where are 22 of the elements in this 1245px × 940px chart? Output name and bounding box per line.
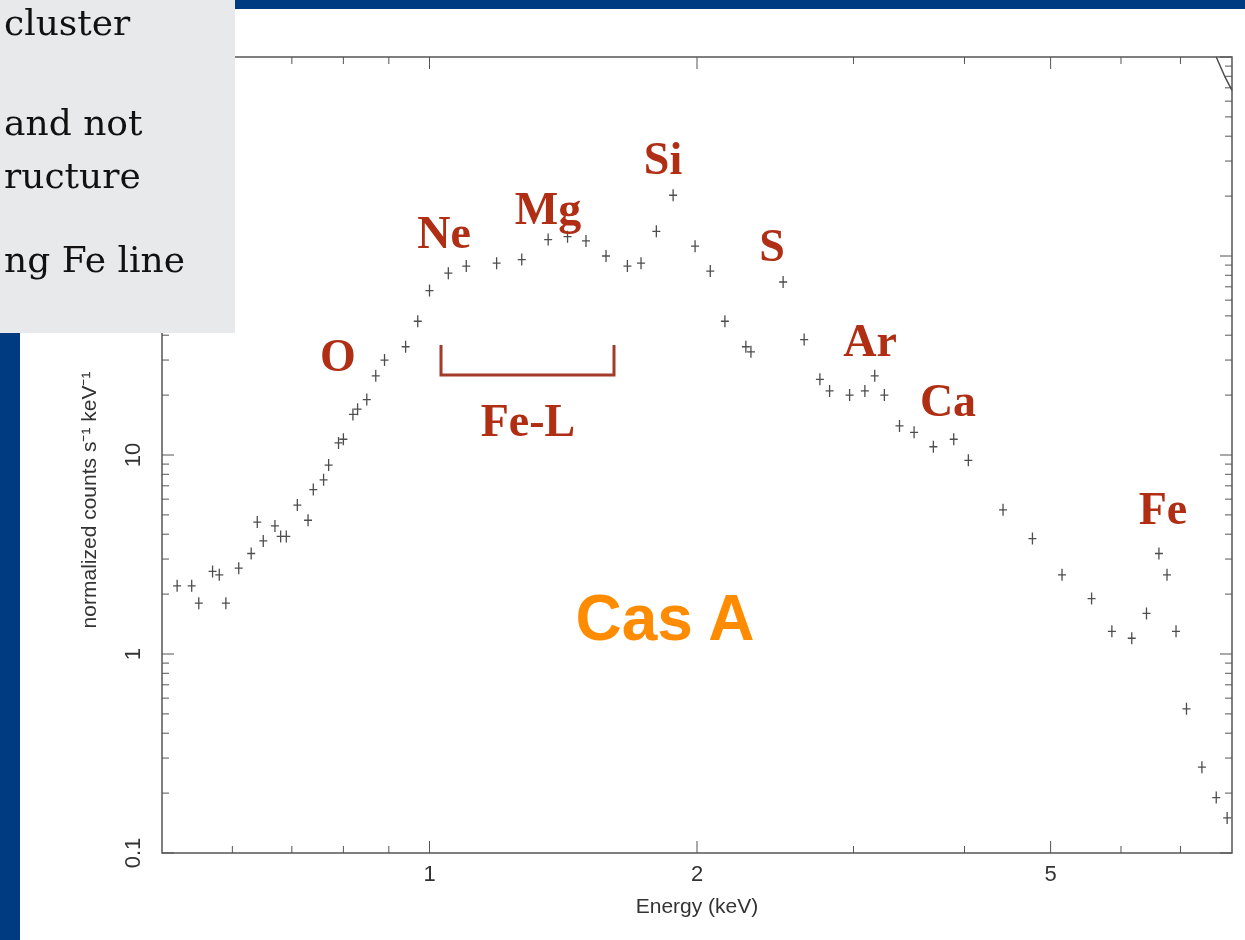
text: ructure [4,155,141,196]
annotation: Cas A [575,582,755,654]
annotation: O [320,329,356,381]
annotation: Ar [843,314,897,366]
annotation: Fe [1138,482,1188,534]
annotation: Mg [514,182,582,234]
annotation: Ca [919,374,977,426]
annotation: Ne [417,206,471,258]
annotation: S [759,219,785,271]
annotation: ng Fe line [4,239,185,280]
annotation: Si [643,132,683,184]
y-tick-label: 1 [120,647,145,661]
y-tick-label: 10 [120,442,145,468]
text: cluster [4,2,132,43]
x-tick-label: 1 [423,861,436,886]
y-tick-label: 0.1 [120,837,145,869]
x-axis-title: Energy (keV) [635,894,759,917]
annotation: Fe-L [480,394,576,446]
text: and not [4,102,143,143]
x-tick-label: 5 [1044,861,1057,886]
x-tick-label: 2 [690,861,704,886]
y-axis-title: normalized counts s⁻¹ keV⁻¹ [77,371,100,629]
